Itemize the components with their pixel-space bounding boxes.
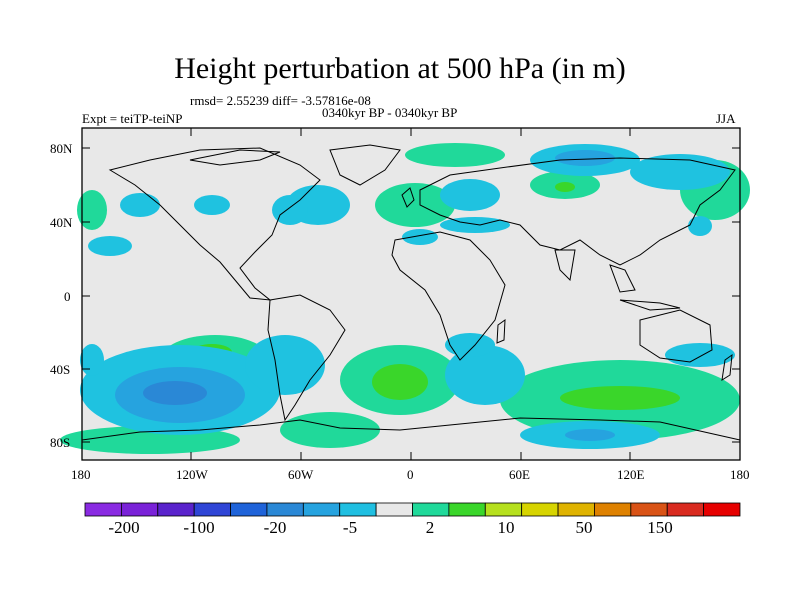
colorbar-swatch xyxy=(302,502,341,517)
lon-label-180-west: 180 xyxy=(71,467,91,482)
lon-label-60w: 60W xyxy=(288,467,314,482)
colorbar-swatch xyxy=(448,502,486,517)
colorbar-swatch xyxy=(594,502,632,517)
colorbar-swatch xyxy=(375,502,413,517)
colorbar-label: 2 xyxy=(425,518,435,537)
lat-label-80s: 80S xyxy=(50,435,71,450)
colorbar-label: 50 xyxy=(575,518,593,537)
colorbar-label: -100 xyxy=(183,518,215,537)
colorbar-swatch xyxy=(666,502,705,517)
colorbar-swatch xyxy=(193,502,231,517)
lon-label-120e: 120E xyxy=(617,467,645,482)
colorbar-label: -20 xyxy=(263,518,287,537)
colorbar-swatch xyxy=(339,502,377,517)
colorbar-swatch xyxy=(412,502,450,517)
colorbar-swatch xyxy=(521,502,559,517)
colorbar-swatch xyxy=(703,502,741,517)
colorbar-swatch xyxy=(230,502,268,517)
lon-label-0: 0 xyxy=(407,467,414,482)
colorbar xyxy=(84,502,741,517)
lat-label-40s: 40S xyxy=(50,362,71,377)
colorbar-swatch xyxy=(630,502,668,517)
lon-label-120w: 120W xyxy=(176,467,208,482)
colorbar-swatch xyxy=(84,502,122,517)
lat-label-80n: 80N xyxy=(50,141,73,156)
colorbar-label: 10 xyxy=(497,518,515,537)
colorbar-swatch xyxy=(120,502,159,517)
colorbar-swatch xyxy=(484,502,523,517)
colorbar-swatch xyxy=(557,502,595,517)
lon-label-60e: 60E xyxy=(509,467,530,482)
axis-ticks xyxy=(82,128,740,460)
colorbar-label: -200 xyxy=(108,518,140,537)
colorbar-swatch xyxy=(157,502,195,517)
lat-label-0: 0 xyxy=(64,289,71,304)
experiment-label: Expt = teiTP-teiNP xyxy=(82,111,183,126)
colorbar-label: -5 xyxy=(342,518,358,537)
colorbar-swatch xyxy=(266,502,304,517)
deep-negative-anomalies xyxy=(143,381,207,405)
lat-label-40n: 40N xyxy=(50,215,73,230)
coastlines xyxy=(81,144,741,441)
lon-label-180-east: 180 xyxy=(730,467,750,482)
colorbar-label: 150 xyxy=(647,518,673,537)
stats-text: rmsd= 2.55239 diff= -3.57816e-08 xyxy=(190,93,371,108)
period-label: 0340kyr BP - 0340kyr BP xyxy=(322,105,458,120)
season-label: JJA xyxy=(716,111,736,126)
plot-title: Height perturbation at 500 hPa (in m) xyxy=(174,52,626,85)
